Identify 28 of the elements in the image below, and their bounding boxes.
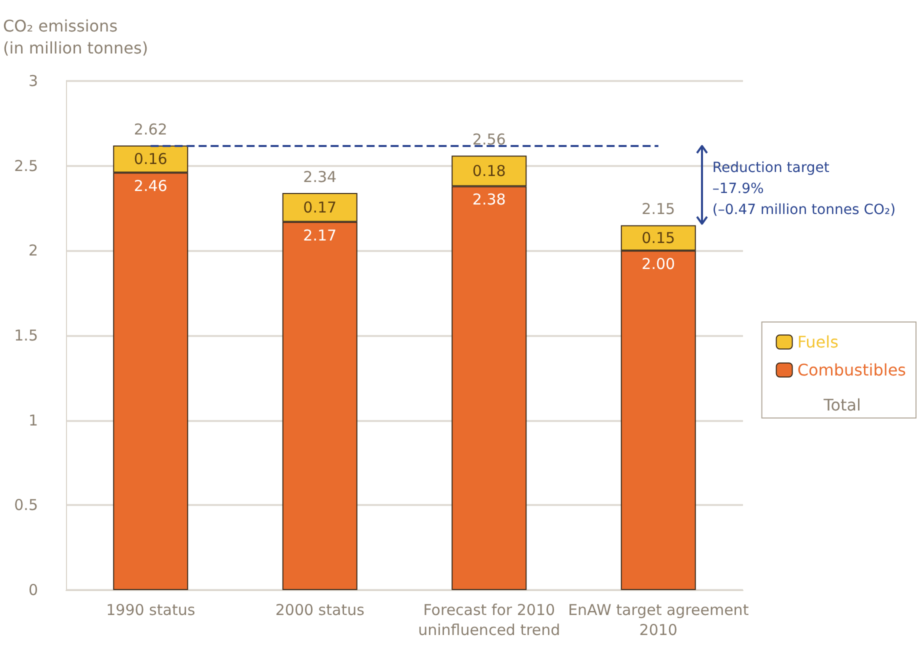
y-tick-label: 0: [28, 581, 38, 599]
annotation: Reduction target –17.9% (–0.47 million tonnes CO₂): [712, 160, 896, 218]
legend-label: Fuels: [797, 332, 838, 352]
total-label: 2.56: [472, 130, 506, 149]
total-label: 2.15: [642, 200, 676, 218]
y-tick-label: 0.5: [14, 496, 38, 514]
x-tick-label: 2000 status: [275, 601, 365, 619]
total-label: 2.62: [134, 120, 168, 138]
y-axis-title: CO₂ emissions (in million tonnes): [3, 16, 148, 58]
x-tick-label: EnAW target agreement 2010: [568, 601, 749, 639]
data-label: 0.18: [472, 162, 506, 180]
y-tick-label: 1: [28, 411, 38, 430]
text: Total: [822, 396, 862, 414]
data-label: 2.00: [642, 255, 676, 274]
data-label: 2.38: [472, 190, 506, 209]
y-tick-label: 2.5: [14, 156, 38, 175]
data-label: 2.46: [134, 177, 168, 196]
data-label: 2.17: [303, 226, 337, 244]
legend-label: Combustibles: [797, 360, 906, 380]
y-tick-label: 1.5: [14, 326, 38, 344]
y-tick-label: 3: [28, 72, 38, 90]
data-label: 0.17: [303, 198, 337, 216]
data-label: 0.16: [134, 150, 168, 168]
x-tick-label: 1990 status: [106, 601, 196, 619]
total-label: 2.34: [303, 168, 337, 186]
y-tick-label: 2: [28, 242, 38, 260]
data-label: 0.15: [642, 228, 676, 247]
x-tick-label: Forecast for 2010 uninfluenced trend: [418, 601, 560, 639]
